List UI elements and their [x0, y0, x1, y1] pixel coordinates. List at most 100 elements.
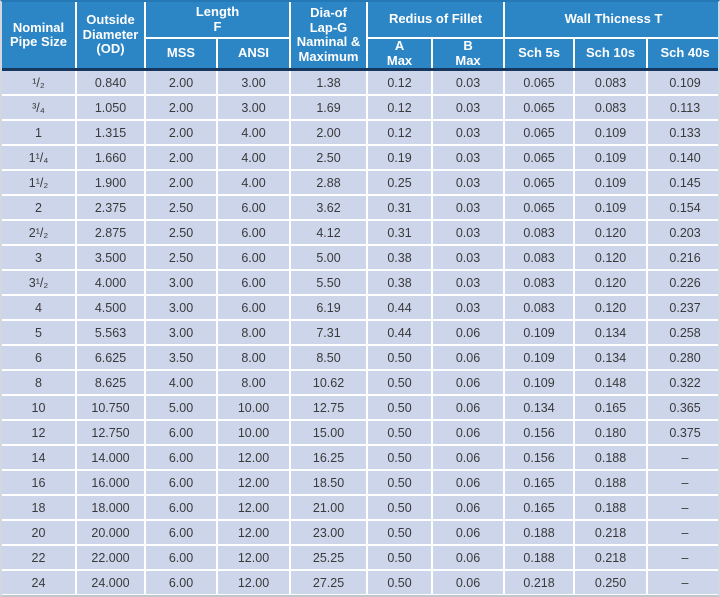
cell-fillet-b-max: 0.06 [431, 544, 506, 572]
cell-wall-sch-40s: – [646, 469, 718, 497]
cell-length-mss: 2.50 [144, 244, 218, 272]
cell-fillet-a-max: 0.50 [366, 519, 434, 547]
cell-wall-sch-40s: 0.237 [646, 294, 718, 322]
cell-fillet-a-max: 0.44 [366, 319, 434, 347]
cell-fillet-b-max: 0.03 [431, 244, 506, 272]
cell-wall-sch-5s: 0.188 [503, 519, 576, 547]
cell-lap-g-diameter: 4.12 [289, 219, 369, 247]
cell-lap-g-diameter: 21.00 [289, 494, 369, 522]
cell-wall-sch-5s: 0.083 [503, 294, 576, 322]
cell-length-ansi: 8.00 [215, 344, 292, 372]
cell-fillet-b-max: 0.06 [431, 369, 506, 397]
cell-wall-sch-40s: – [646, 544, 718, 572]
cell-outside-diameter: 1.660 [75, 144, 146, 172]
cell-fillet-b-max: 0.03 [431, 169, 506, 197]
cell-outside-diameter: 10.750 [75, 394, 146, 422]
cell-wall-sch-40s: 0.154 [646, 194, 718, 222]
header-wall-sch-40s: Sch 40s [646, 37, 718, 71]
cell-fillet-a-max: 0.50 [366, 544, 434, 572]
cell-length-mss: 6.00 [144, 469, 218, 497]
cell-fillet-a-max: 0.50 [366, 494, 434, 522]
cell-wall-sch-5s: 0.109 [503, 369, 576, 397]
cell-length-ansi: 12.00 [215, 444, 292, 472]
table-row: 1¹/₂ 1.900 2.00 4.00 2.88 0.25 0.03 0.065 0.109 0… [2, 169, 718, 197]
cell-wall-sch-5s: 0.156 [503, 444, 576, 472]
cell-nominal-pipe-size: 3¹/₂ [2, 269, 77, 297]
table-row: 5 5.563 3.00 8.00 7.31 0.44 0.06 0.109 0.134 0.25… [2, 319, 718, 347]
cell-nominal-pipe-size: ¹/₂ [2, 68, 77, 97]
cell-length-mss: 2.00 [144, 119, 218, 147]
cell-wall-sch-5s: 0.065 [503, 144, 576, 172]
cell-length-ansi: 4.00 [215, 119, 292, 147]
cell-fillet-b-max: 0.03 [431, 94, 506, 122]
cell-nominal-pipe-size: 1¹/₄ [2, 144, 77, 172]
cell-fillet-b-max: 0.06 [431, 394, 506, 422]
cell-length-mss: 3.00 [144, 294, 218, 322]
cell-wall-sch-10s: 0.083 [573, 68, 649, 97]
cell-wall-sch-10s: 0.250 [573, 569, 649, 595]
cell-outside-diameter: 6.625 [75, 344, 146, 372]
cell-wall-sch-5s: 0.156 [503, 419, 576, 447]
cell-outside-diameter: 1.050 [75, 94, 146, 122]
cell-length-ansi: 6.00 [215, 294, 292, 322]
table-row: 6 6.625 3.50 8.00 8.50 0.50 0.06 0.109 0.134 0.28… [2, 344, 718, 372]
header-nominal-pipe-size: Nominal Pipe Size [2, 2, 77, 71]
cell-wall-sch-10s: 0.109 [573, 194, 649, 222]
cell-wall-sch-10s: 0.218 [573, 519, 649, 547]
cell-length-ansi: 4.00 [215, 169, 292, 197]
header-wall-sch-10s: Sch 10s [573, 37, 649, 71]
cell-fillet-a-max: 0.50 [366, 394, 434, 422]
cell-wall-sch-10s: 0.109 [573, 144, 649, 172]
cell-length-ansi: 12.00 [215, 494, 292, 522]
cell-nominal-pipe-size: ³/₄ [2, 94, 77, 122]
cell-fillet-a-max: 0.38 [366, 269, 434, 297]
cell-lap-g-diameter: 6.19 [289, 294, 369, 322]
cell-lap-g-diameter: 2.88 [289, 169, 369, 197]
table-body: ¹/₂ 0.840 2.00 3.00 1.38 0.12 0.03 0.065 0.083 0.… [2, 68, 718, 595]
table-row: ¹/₂ 0.840 2.00 3.00 1.38 0.12 0.03 0.065 0.083 0.… [2, 68, 718, 97]
cell-fillet-a-max: 0.31 [366, 219, 434, 247]
cell-lap-g-diameter: 12.75 [289, 394, 369, 422]
header-length-f: Length F [143, 2, 292, 39]
cell-wall-sch-5s: 0.065 [503, 68, 576, 97]
cell-lap-g-diameter: 7.31 [289, 319, 369, 347]
cell-lap-g-diameter: 15.00 [289, 419, 369, 447]
table-row: 12 12.750 6.00 10.00 15.00 0.50 0.06 0.156 0.180… [2, 419, 718, 447]
cell-wall-sch-10s: 0.083 [573, 94, 649, 122]
cell-wall-sch-5s: 0.109 [503, 344, 576, 372]
cell-fillet-b-max: 0.06 [431, 344, 506, 372]
cell-length-mss: 6.00 [144, 444, 218, 472]
cell-length-ansi: 10.00 [215, 394, 292, 422]
cell-wall-sch-40s: 0.226 [646, 269, 718, 297]
cell-length-ansi: 8.00 [215, 319, 292, 347]
cell-wall-sch-10s: 0.180 [573, 419, 649, 447]
cell-length-mss: 6.00 [144, 519, 218, 547]
cell-outside-diameter: 18.000 [75, 494, 146, 522]
cell-nominal-pipe-size: 6 [2, 344, 77, 372]
cell-wall-sch-40s: – [646, 519, 718, 547]
cell-nominal-pipe-size: 16 [2, 469, 77, 497]
cell-wall-sch-40s: 0.113 [646, 94, 718, 122]
cell-length-ansi: 4.00 [215, 144, 292, 172]
table-row: 24 24.000 6.00 12.00 27.25 0.50 0.06 0.218 0.250… [2, 569, 718, 595]
cell-wall-sch-10s: 0.120 [573, 294, 649, 322]
cell-length-mss: 2.00 [144, 169, 218, 197]
table-row: 1 1.315 2.00 4.00 2.00 0.12 0.03 0.065 0.109 0.13… [2, 119, 718, 147]
header-outside-diameter: Outside Diameter (OD) [75, 2, 146, 71]
header-fillet-b-max: B Max [431, 37, 506, 71]
header-lap-g-diameter: Dia-of Lap-G Naminal & Maximum [289, 2, 369, 71]
cell-length-mss: 2.00 [144, 144, 218, 172]
cell-wall-sch-5s: 0.083 [503, 219, 576, 247]
cell-length-mss: 2.50 [144, 219, 218, 247]
cell-outside-diameter: 22.000 [75, 544, 146, 572]
cell-outside-diameter: 2.875 [75, 219, 146, 247]
cell-lap-g-diameter: 5.00 [289, 244, 369, 272]
cell-lap-g-diameter: 5.50 [289, 269, 369, 297]
cell-wall-sch-40s: 0.258 [646, 319, 718, 347]
cell-nominal-pipe-size: 20 [2, 519, 77, 547]
cell-length-mss: 6.00 [144, 494, 218, 522]
table-header: Nominal Pipe Size Outside Diameter (OD) … [2, 2, 718, 71]
table-row: 1¹/₄ 1.660 2.00 4.00 2.50 0.19 0.03 0.065 0.109 0… [2, 144, 718, 172]
